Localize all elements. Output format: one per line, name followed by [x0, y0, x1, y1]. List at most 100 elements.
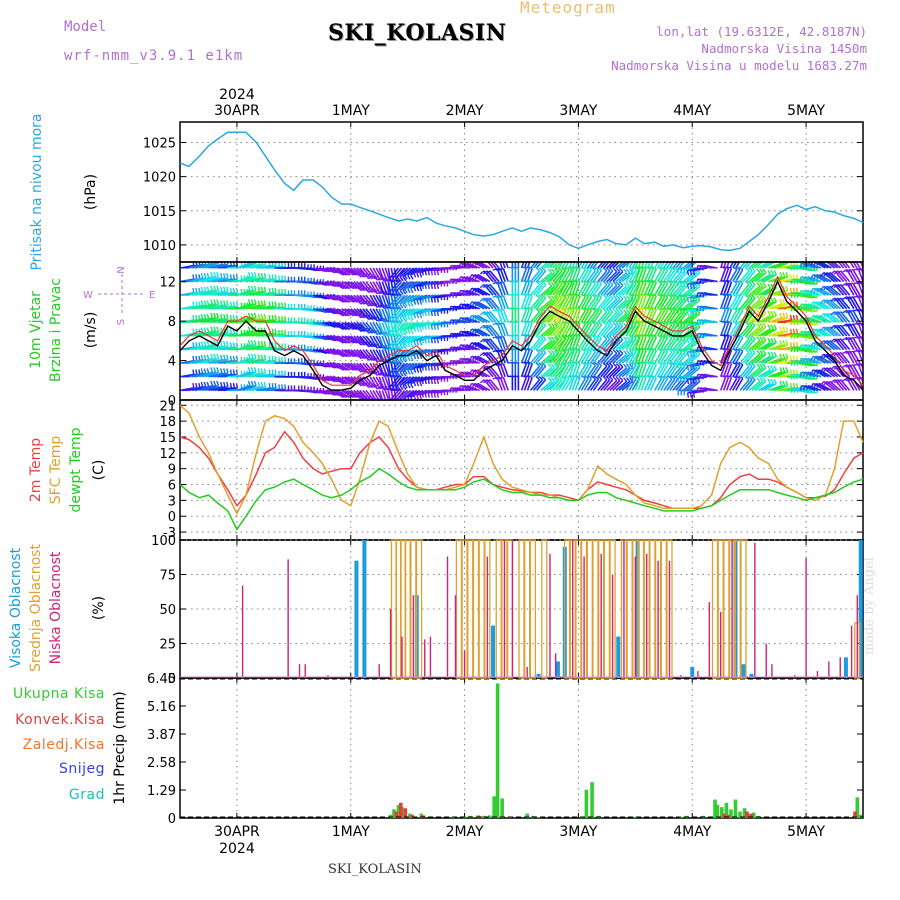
wind-barb — [529, 270, 541, 283]
wind-barb-flag — [789, 328, 793, 334]
wind-barb-flag — [560, 280, 566, 286]
wind-barb — [653, 296, 663, 310]
wind-barb-flag — [813, 355, 817, 361]
wind-barb — [807, 289, 822, 296]
wind-barb — [466, 344, 480, 351]
wind-barb-flag — [524, 347, 530, 351]
wind-barb-flag — [836, 379, 842, 384]
wind-barb-flag — [206, 341, 210, 347]
wind-barb-flag — [250, 312, 254, 318]
wind-barb — [748, 367, 761, 378]
wind-barb — [205, 371, 219, 378]
wind-barb — [846, 350, 855, 364]
wind-barb-flag — [274, 355, 277, 361]
wind-barb — [489, 365, 500, 378]
wind-barb-flag — [389, 346, 394, 351]
wind-barb — [653, 262, 660, 269]
wind-barb — [628, 377, 637, 391]
wind-barb — [520, 262, 525, 269]
wind-barb-flag — [638, 293, 644, 297]
wind-barb-flag — [602, 267, 608, 272]
wind-barb — [369, 389, 377, 400]
wind-barb — [399, 335, 412, 346]
wind-barb-flag — [767, 270, 772, 275]
wind-barb-flag — [810, 383, 814, 388]
wind-tick-label: 4 — [168, 355, 176, 370]
wind-barb-flag — [816, 274, 820, 280]
model-label: Model — [64, 19, 107, 35]
wind-barb — [774, 316, 788, 324]
wind-barb-flag — [692, 351, 696, 357]
wind-barb-flag — [635, 293, 641, 297]
wind-barb — [505, 262, 509, 269]
wind-barb — [646, 363, 655, 378]
wind-barb-flag — [605, 335, 611, 340]
wind-barb — [678, 338, 689, 351]
wind-barb — [499, 295, 506, 310]
wind-barb-flag — [756, 322, 761, 328]
wind-barb-flag — [498, 294, 504, 298]
wind-barb — [396, 280, 409, 292]
wind-barb-flag — [247, 339, 251, 346]
wind-barb — [735, 377, 744, 391]
wind-barb — [359, 294, 370, 307]
wind-barb-flag — [528, 253, 533, 255]
wind-barb-flag — [816, 383, 820, 388]
wind-barb-flag — [826, 272, 831, 277]
wind-barb-flag — [842, 282, 848, 287]
wind-barb-flag — [399, 385, 404, 391]
wind-barb — [748, 271, 761, 283]
wind-barb-flag — [789, 383, 793, 389]
wind-barb-flag — [623, 336, 628, 342]
wind-barb — [496, 336, 503, 350]
wind-barb — [649, 295, 658, 310]
wind-barb — [341, 348, 355, 358]
wind-barb — [540, 380, 553, 392]
wind-barb — [763, 382, 777, 392]
wind-barb — [199, 384, 213, 392]
wind-barb — [529, 351, 541, 364]
wind-barb-flag — [635, 347, 641, 351]
wind-barb-flag — [796, 374, 799, 380]
wind-barb-flag — [407, 315, 411, 321]
wind-barb — [388, 321, 400, 334]
wind-barb — [580, 364, 590, 378]
wind-barb — [618, 262, 628, 269]
wind-barb-flag — [795, 328, 799, 334]
wind-barb-flag — [699, 374, 702, 380]
wind-barb-flag — [615, 267, 621, 273]
wind-barb-flag — [468, 369, 473, 375]
wind-barb-flag — [692, 270, 696, 276]
wind-barb — [849, 296, 858, 310]
elevation-label: Nadmorska Visina 1450m — [701, 41, 867, 56]
wind-barb — [612, 379, 624, 391]
wind-barb — [202, 344, 216, 351]
wind-barb-flag — [785, 367, 789, 373]
wind-barb — [413, 376, 428, 383]
wind-barb-flag — [479, 297, 485, 302]
wind-barb-flag — [667, 361, 673, 366]
wind-barb — [558, 269, 567, 283]
wind-barb-flag — [842, 364, 848, 368]
wind-barb-flag — [856, 294, 862, 298]
wind-barb — [330, 362, 344, 371]
wind-barb — [362, 267, 373, 280]
precip_conv-bar — [399, 802, 403, 818]
wind-barb — [365, 376, 376, 389]
wind-barb — [774, 262, 788, 269]
wind-barb — [502, 322, 509, 337]
wind-barb — [580, 377, 590, 391]
wind-barb-flag — [220, 313, 223, 319]
wind-barb-flag — [651, 320, 657, 324]
wind-barb — [745, 338, 756, 351]
wind-barb-flag — [210, 299, 214, 305]
wind-barb-flag — [404, 383, 408, 389]
wind-barb-flag — [430, 311, 433, 317]
wind-barb-flag — [404, 369, 408, 375]
wind-barb — [202, 384, 216, 392]
wind-barb — [688, 271, 701, 283]
wind-barb-flag — [660, 293, 666, 298]
wind-barb-flag — [773, 351, 778, 357]
wind-barb — [631, 323, 640, 337]
wind-barb-flag — [524, 293, 530, 297]
